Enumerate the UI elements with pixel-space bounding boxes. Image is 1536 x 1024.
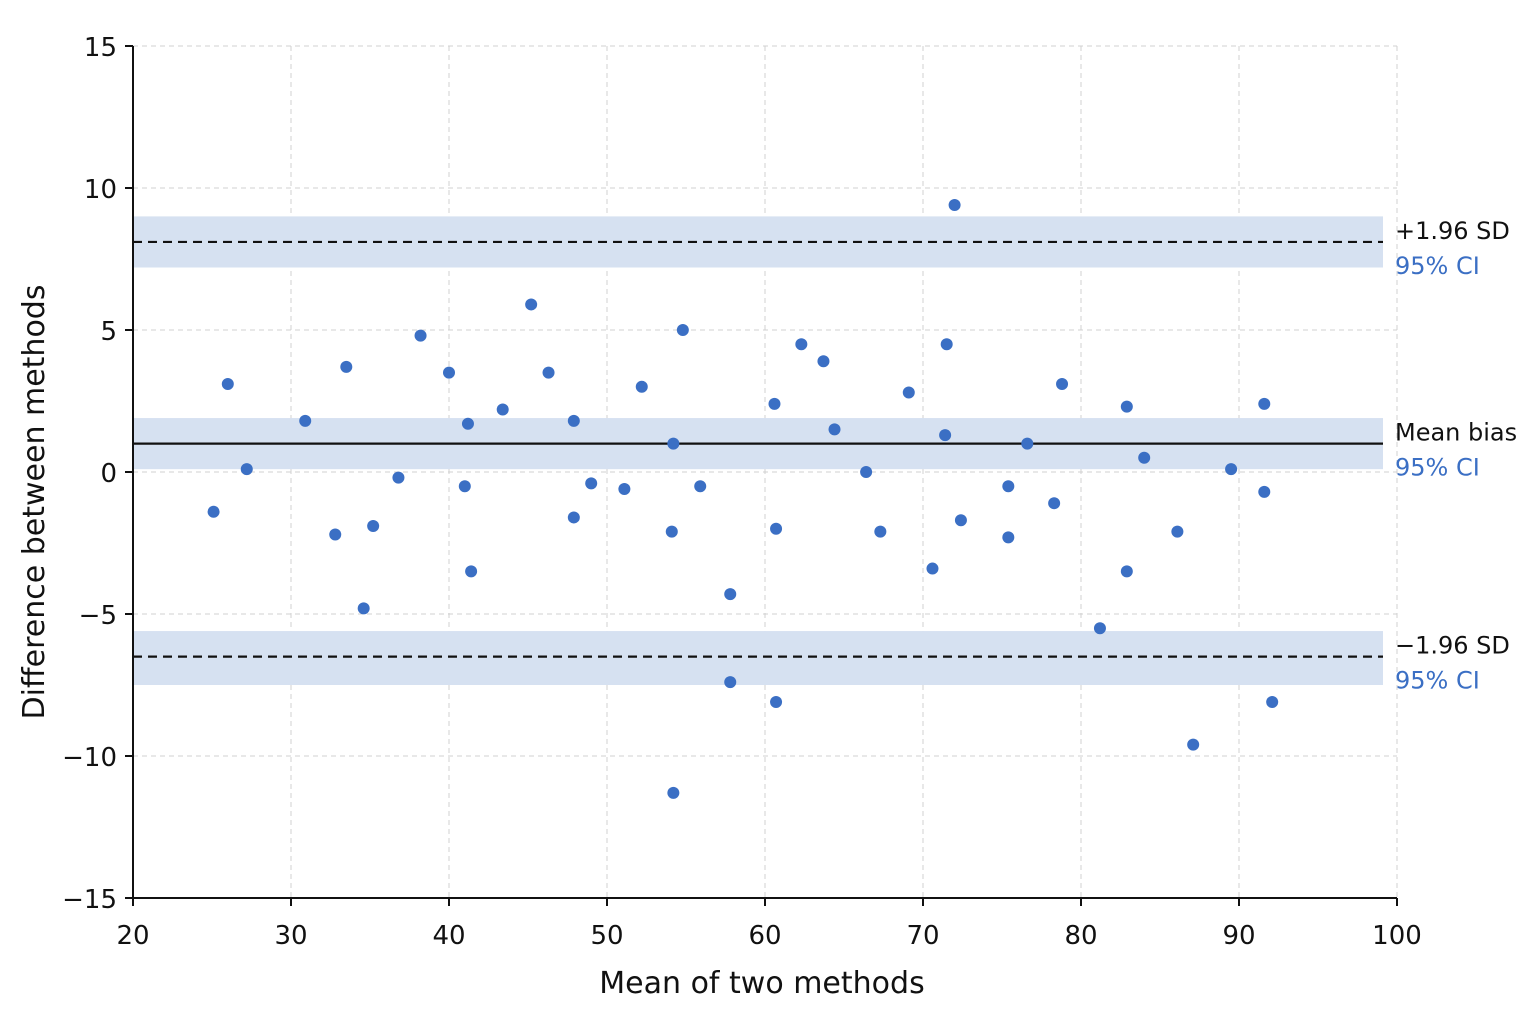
data-point bbox=[954, 514, 967, 527]
data-point bbox=[1225, 463, 1238, 476]
data-point bbox=[1021, 437, 1034, 450]
data-point bbox=[817, 355, 830, 368]
line-labels: +1.96 SD 95% CI Mean bias 95% CI −1.96 SD 95%… bbox=[1395, 217, 1517, 695]
data-points bbox=[207, 199, 1279, 799]
x-tick-label: 70 bbox=[906, 921, 939, 951]
x-axis-title: Mean of two methods bbox=[599, 966, 924, 1001]
y-axis-title: Difference between methods bbox=[17, 285, 52, 720]
data-point bbox=[1258, 485, 1271, 498]
data-point bbox=[874, 525, 887, 538]
x-tick-label: 20 bbox=[116, 921, 149, 951]
data-point bbox=[240, 463, 253, 476]
data-point bbox=[542, 366, 555, 379]
ci-band bbox=[133, 631, 1383, 685]
x-tick-label: 50 bbox=[590, 921, 623, 951]
data-point bbox=[694, 480, 707, 493]
x-tick-label: 100 bbox=[1372, 921, 1422, 951]
data-point bbox=[458, 480, 471, 493]
y-tick-label: 10 bbox=[84, 175, 117, 205]
grid bbox=[133, 45, 1398, 898]
data-point bbox=[207, 505, 220, 518]
data-point bbox=[1002, 480, 1015, 493]
x-tick-label: 30 bbox=[274, 921, 307, 951]
ci-label: 95% CI bbox=[1395, 454, 1480, 482]
data-point bbox=[665, 525, 678, 538]
data-point bbox=[795, 338, 808, 351]
data-point bbox=[926, 562, 939, 575]
data-point bbox=[1138, 451, 1151, 464]
data-point bbox=[1266, 696, 1279, 709]
ci-label: 95% CI bbox=[1395, 667, 1480, 695]
data-point bbox=[357, 602, 370, 615]
data-point bbox=[461, 417, 474, 430]
data-point bbox=[1187, 738, 1200, 751]
data-point bbox=[724, 676, 737, 689]
reference-line-label: −1.96 SD bbox=[1395, 632, 1510, 660]
data-point bbox=[1171, 525, 1184, 538]
ci-label: 95% CI bbox=[1395, 252, 1480, 280]
y-tick-label: 0 bbox=[100, 459, 117, 489]
data-point bbox=[414, 329, 427, 342]
data-point bbox=[567, 414, 580, 427]
data-point bbox=[585, 477, 598, 490]
data-point bbox=[392, 471, 405, 484]
data-point bbox=[676, 324, 689, 336]
data-point bbox=[948, 199, 961, 212]
x-tick-label: 60 bbox=[748, 921, 781, 951]
data-point bbox=[1120, 565, 1133, 578]
data-point bbox=[667, 437, 680, 450]
reference-line-label: +1.96 SD bbox=[1395, 217, 1510, 245]
data-point bbox=[299, 414, 312, 427]
data-point bbox=[1002, 531, 1015, 544]
data-point bbox=[1258, 397, 1271, 410]
data-point bbox=[939, 429, 952, 442]
data-point bbox=[1048, 497, 1061, 510]
data-point bbox=[221, 377, 234, 390]
data-point bbox=[465, 565, 478, 578]
data-point bbox=[940, 338, 953, 351]
data-point bbox=[340, 360, 353, 373]
data-point bbox=[724, 588, 737, 601]
data-point bbox=[860, 466, 873, 478]
data-point bbox=[667, 786, 680, 799]
x-tick-label: 80 bbox=[1064, 921, 1097, 951]
data-point bbox=[902, 386, 915, 399]
data-point bbox=[828, 423, 841, 436]
data-point bbox=[525, 298, 538, 311]
x-tick-label: 40 bbox=[432, 921, 465, 951]
data-point bbox=[768, 397, 781, 410]
data-point bbox=[567, 511, 580, 524]
y-tick-label: −15 bbox=[62, 885, 117, 915]
data-point bbox=[367, 519, 380, 532]
data-point bbox=[770, 696, 783, 709]
data-point bbox=[329, 528, 342, 541]
data-point bbox=[1093, 622, 1106, 635]
reference-lines bbox=[133, 240, 1383, 658]
data-point bbox=[770, 522, 783, 535]
data-point bbox=[496, 403, 509, 416]
y-tick-label: 15 bbox=[84, 33, 117, 63]
data-point bbox=[635, 380, 648, 393]
data-point bbox=[1056, 377, 1069, 390]
data-point bbox=[443, 366, 455, 379]
data-point bbox=[618, 483, 631, 496]
y-tick-label: −10 bbox=[62, 743, 117, 773]
ci-bands bbox=[133, 216, 1383, 685]
y-tick-label: 5 bbox=[100, 317, 117, 347]
y-tick-label: −5 bbox=[79, 601, 117, 631]
data-point bbox=[1120, 400, 1133, 413]
x-tick-label: 90 bbox=[1222, 921, 1255, 951]
reference-line-label: Mean bias bbox=[1395, 419, 1517, 447]
